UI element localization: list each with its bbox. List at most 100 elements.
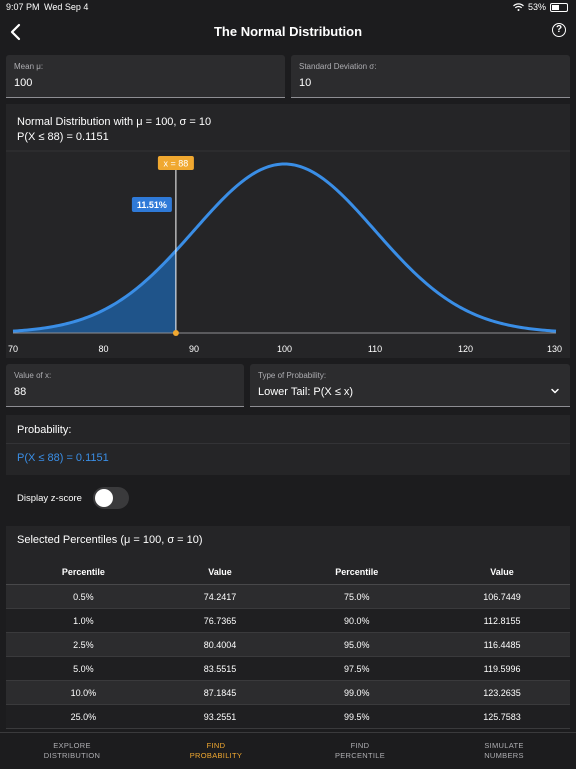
chevron-left-icon[interactable] — [6, 20, 26, 44]
table-cell: 5.0% — [6, 656, 161, 681]
probability-type-value[interactable]: Lower Tail: P(X ≤ x) — [258, 386, 354, 398]
table-cell: 74.2417 — [160, 584, 280, 609]
mean-label: Mean μ: — [14, 62, 44, 71]
chart-title: Normal Distribution with μ = 100, σ = 10 — [17, 116, 212, 128]
tab-simulate-numbers[interactable]: SIMULATE NUMBERS — [432, 733, 576, 769]
table-cell: 93.2551 — [160, 704, 280, 729]
sd-label: Standard Deviation σ: — [299, 62, 377, 71]
battery-icon — [550, 2, 568, 12]
status-right: 53% — [513, 2, 568, 12]
status-bar: 9:07 PM Wed Sep 4 53% — [0, 0, 576, 14]
tab-explore-distribution[interactable]: EXPLORE DISTRIBUTION — [0, 733, 144, 769]
tab-label: EXPLORE — [53, 741, 91, 750]
tab-label: FIND — [350, 741, 370, 750]
probability-type-select[interactable]: Type of Probability: Lower Tail: P(X ≤ x… — [250, 364, 570, 407]
column-header: Value — [434, 560, 570, 585]
column-header: Percentile — [279, 560, 435, 585]
lower-tail-area — [13, 250, 176, 333]
tab-label: FIND — [206, 741, 226, 750]
table-cell: 97.5% — [279, 656, 435, 681]
x-tick-label: 120 — [458, 344, 473, 354]
x-value-input[interactable]: 88 — [14, 386, 27, 398]
x-value-label: Value of x: — [14, 371, 52, 380]
x-tick-label: 80 — [98, 344, 108, 354]
column-header: Percentile — [6, 560, 161, 585]
table-cell: 123.2635 — [434, 680, 570, 705]
x-value-field[interactable]: Value of x: 88 — [6, 364, 244, 407]
mean-field[interactable]: Mean μ: 100 — [6, 55, 285, 98]
sd-field[interactable]: Standard Deviation σ: 10 — [291, 55, 570, 98]
x-tick-labels: 70 80 90 100 110 120 130 — [8, 344, 562, 354]
normal-distribution-chart[interactable]: x = 88 11.51% 70 80 90 100 110 120 130 — [0, 148, 576, 360]
table-cell: 2.5% — [6, 632, 161, 657]
table-row: 5.0% 83.5515 97.5% 119.5996 — [6, 656, 570, 681]
x-marker-tag-bg — [157, 156, 194, 170]
chevron-down-icon[interactable] — [550, 386, 560, 396]
table-cell: 95.0% — [279, 632, 435, 657]
table-cell: 125.7583 — [434, 704, 570, 729]
table-cell: 99.0% — [279, 680, 435, 705]
tab-label: PERCENTILE — [334, 750, 386, 760]
wifi-icon — [513, 3, 524, 11]
mean-input[interactable]: 100 — [14, 77, 33, 89]
tab-label: SIMULATE — [484, 741, 524, 750]
x-marker-tag: x = 88 — [157, 156, 194, 170]
table-cell: 0.5% — [6, 584, 161, 609]
probability-divider — [6, 443, 570, 444]
table-cell: 90.0% — [279, 608, 435, 633]
battery-percent: 53% — [527, 2, 546, 12]
table-row: 25.0% 93.2551 99.5% 125.7583 — [6, 704, 570, 729]
x-tick-label: 110 — [368, 344, 382, 354]
tab-label: PROBABILITY — [189, 750, 243, 760]
chart-subtitle: P(X ≤ 88) = 0.1151 — [17, 131, 109, 143]
x-tick-label: 90 — [189, 344, 199, 354]
table-cell: 83.5515 — [160, 656, 280, 681]
area-percent-tag: 11.51% — [131, 197, 172, 212]
table-row: 2.5% 80.4004 95.0% 116.4485 — [6, 632, 570, 657]
area-percent-tag-bg — [131, 197, 172, 212]
table-header-row: Percentile Value Percentile Value — [6, 560, 570, 585]
probability-type-label: Type of Probability: — [258, 371, 327, 380]
density-curve — [12, 162, 557, 333]
table-cell: 10.0% — [6, 680, 161, 705]
column-header: Value — [160, 560, 280, 585]
table-cell: 116.4485 — [434, 632, 570, 657]
table-cell: 106.7449 — [434, 584, 570, 609]
x-tick-label: 130 — [547, 344, 562, 354]
area-percent-label: 11.51% — [137, 200, 167, 210]
status-date: Wed Sep 4 — [44, 2, 89, 12]
x-tick-label: 100 — [277, 344, 292, 354]
tab-label: NUMBERS — [484, 750, 524, 760]
table-cell: 99.5% — [279, 704, 435, 729]
sd-input[interactable]: 10 — [299, 77, 312, 89]
x-tick-label: 70 — [8, 344, 18, 354]
table-row: 1.0% 76.7365 90.0% 112.8155 — [6, 608, 570, 633]
table-cell: 87.1845 — [160, 680, 280, 705]
table-cell: 112.8155 — [434, 608, 570, 633]
x-marker-dot[interactable] — [172, 330, 179, 336]
table-cell: 75.0% — [279, 584, 435, 609]
probability-value: P(X ≤ 88) = 0.1151 — [17, 452, 109, 464]
tab-label: DISTRIBUTION — [43, 750, 101, 760]
table-cell: 1.0% — [6, 608, 161, 633]
table-cell: 80.4004 — [160, 632, 280, 657]
zscore-toggle[interactable] — [93, 487, 129, 509]
chart-title-block: Normal Distribution with μ = 100, σ = 10… — [17, 115, 211, 145]
x-marker-label: x = 88 — [164, 159, 189, 169]
percentiles-title: Selected Percentiles (μ = 100, σ = 10) — [17, 534, 203, 546]
zscore-label: Display z-score — [17, 493, 82, 504]
probability-card — [6, 415, 570, 475]
probability-label: Probability: — [17, 424, 72, 436]
percentiles-table: Percentile Value Percentile Value 0.5% 7… — [6, 560, 570, 729]
table-cell: 76.7365 — [160, 608, 280, 633]
zscore-toggle-knob — [95, 489, 113, 507]
table-row: 0.5% 74.2417 75.0% 106.7449 — [6, 584, 570, 609]
status-time: 9:07 PM — [6, 2, 40, 12]
tab-find-probability[interactable]: FIND PROBABILITY — [144, 733, 288, 769]
nav-bar: The Normal Distribution ? — [0, 14, 576, 50]
question-circle-icon[interactable]: ? — [552, 23, 566, 37]
tab-find-percentile[interactable]: FIND PERCENTILE — [288, 733, 432, 769]
table-row: 10.0% 87.1845 99.0% 123.2635 — [6, 680, 570, 705]
table-cell: 119.5996 — [434, 656, 570, 681]
page-title: The Normal Distribution — [213, 24, 363, 39]
